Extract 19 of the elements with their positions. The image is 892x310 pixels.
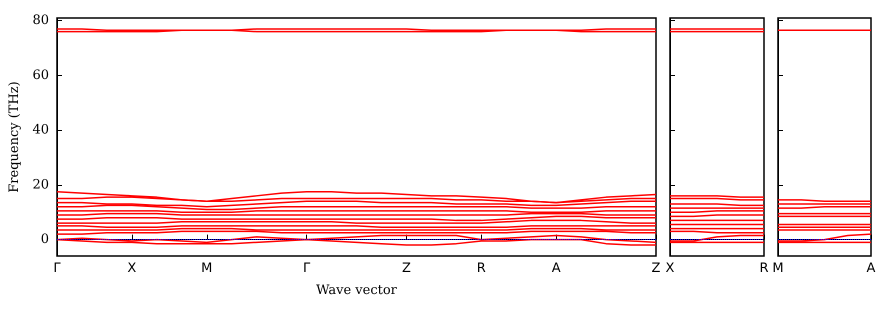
x-tick-label: Z	[652, 261, 661, 276]
y-tick-label: 0	[40, 232, 49, 248]
y-tick-label: 60	[32, 68, 49, 83]
x-tick-label: A	[552, 261, 561, 276]
x-tick-label: Z	[402, 261, 411, 276]
x-tick-label: A	[866, 261, 876, 276]
y-tick-label: 80	[32, 13, 49, 28]
x-tick-label: R	[759, 261, 769, 276]
y-axis-title: Frequency (THz)	[7, 81, 22, 193]
x-tick-label: X	[666, 261, 675, 276]
x-tick-label: M	[772, 261, 784, 276]
x-axis-title: Wave vector	[316, 283, 398, 298]
x-tick-label: R	[476, 261, 486, 276]
x-tick-label: X	[127, 261, 136, 276]
x-tick-label: Γ	[53, 261, 62, 276]
y-tick-label: 20	[32, 177, 49, 192]
y-tick-label: 40	[32, 122, 49, 138]
x-tick-label: M	[201, 261, 212, 276]
x-tick-label: Γ	[302, 261, 311, 276]
